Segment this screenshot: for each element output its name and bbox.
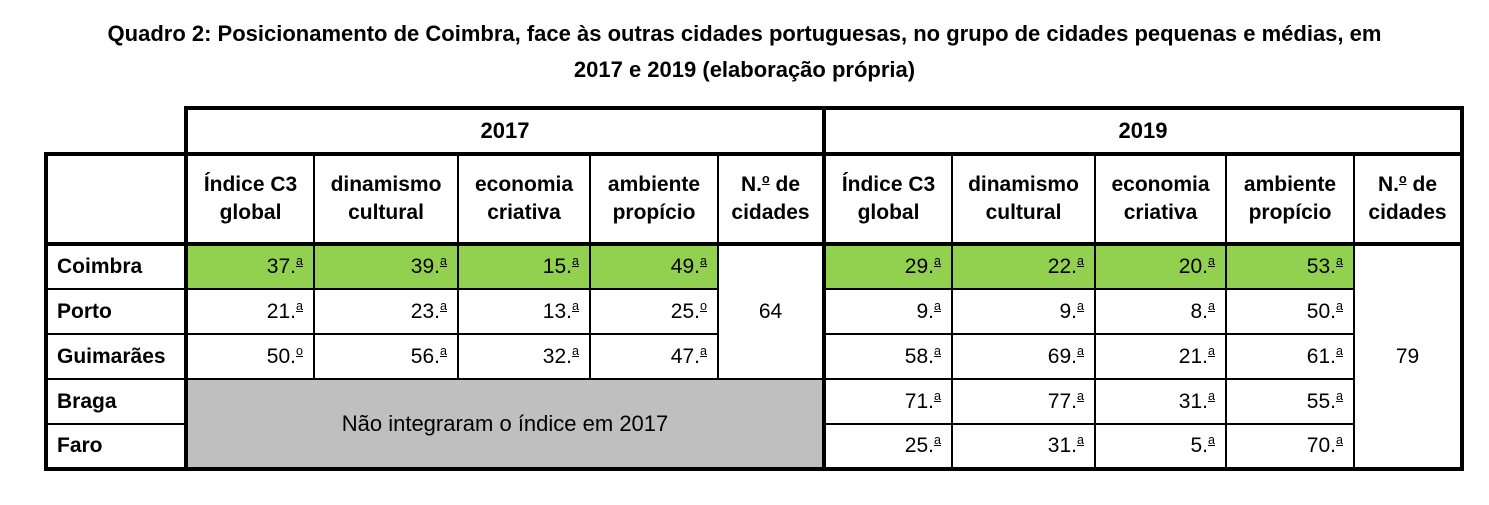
col-header-2019-indice-c3-global: Índice C3 global: [822, 153, 953, 246]
cell-braga-2019-indice-c3-global: 71.a: [822, 378, 953, 425]
table-caption-line-1: Quadro 2: Posicionamento de Coimbra, fac…: [107, 21, 1382, 46]
cell-porto-2017-economia-criativa: 13.a: [457, 288, 591, 335]
row-label-header: [44, 152, 188, 246]
cell-faro-2019-dinamismo-cultural: 31.a: [951, 423, 1096, 471]
col-header-2019-n-de-cidades: N.o de cidades: [1353, 153, 1464, 246]
cell-guimaraes-2017-dinamismo-cultural: 56.a: [313, 333, 459, 380]
table-caption-line-2: 2017 e 2019 (elaboração própria): [573, 57, 916, 82]
corner-blank: [46, 108, 186, 154]
col-header-2017-economia-criativa: economia criativa: [457, 153, 591, 246]
cell-porto-2017-ambiente-propicio: 25.o: [589, 288, 719, 335]
col-header-2019-dinamismo-cultural: dinamismo cultural: [951, 153, 1096, 246]
col-header-2017-indice-c3-global: Índice C3 global: [184, 153, 315, 246]
cell-porto-2017-dinamismo-cultural: 23.a: [313, 288, 459, 335]
cell-guimaraes-2017-indice-c3-global: 50.o: [185, 333, 315, 380]
cell-braga-2019-economia-criativa: 31.a: [1094, 378, 1227, 425]
cell-faro-2019-ambiente-propicio: 70.a: [1225, 423, 1355, 471]
cell-coimbra-2017-indice-c3-global: 37.a: [185, 243, 315, 290]
cell-guimaraes-2019-economia-criativa: 21.a: [1094, 333, 1227, 380]
cell-coimbra-2017-dinamismo-cultural: 39.a: [313, 243, 459, 290]
n-cities-2017-value: 64: [717, 243, 826, 380]
cell-guimaraes-2019-indice-c3-global: 58.a: [822, 333, 953, 380]
cell-porto-2019-dinamismo-cultural: 9.a: [951, 288, 1096, 335]
table-caption: Quadro 2: Posicionamento de Coimbra, fac…: [0, 0, 1489, 88]
row-label-braga: Braga: [44, 378, 188, 425]
row-label-coimbra: Coimbra: [44, 243, 188, 290]
col-header-2017-dinamismo-cultural: dinamismo cultural: [313, 153, 459, 246]
row-label-guimaraes: Guimarães: [44, 333, 188, 380]
cell-coimbra-2017-economia-criativa: 15.a: [457, 243, 591, 290]
cell-guimaraes-2017-ambiente-propicio: 47.a: [589, 333, 719, 380]
row-label-porto: Porto: [44, 288, 188, 335]
col-header-2017-ambiente-propicio: ambiente propício: [589, 153, 719, 246]
rankings-table: 2017 2019 Índice C3 global dinamismo cultur…: [44, 106, 1464, 471]
cell-guimaraes-2019-ambiente-propicio: 61.a: [1225, 333, 1355, 380]
col-header-2017-n-de-cidades: N.o de cidades: [717, 153, 826, 246]
row-label-faro: Faro: [44, 423, 188, 471]
cell-porto-2019-ambiente-propicio: 50.a: [1225, 288, 1355, 335]
cell-coimbra-2019-ambiente-propicio: 53.a: [1225, 243, 1355, 290]
cell-coimbra-2019-dinamismo-cultural: 22.a: [951, 243, 1096, 290]
year-header-2019: 2019: [823, 106, 1464, 156]
missing-note-2017: Não integraram o índice em 2017: [185, 378, 826, 471]
cell-guimaraes-2017-economia-criativa: 32.a: [457, 333, 591, 380]
cell-braga-2019-dinamismo-cultural: 77.a: [951, 378, 1096, 425]
n-cities-2019-value: 79: [1353, 243, 1464, 471]
cell-porto-2017-indice-c3-global: 21.a: [185, 288, 315, 335]
year-header-2017: 2017: [184, 106, 826, 156]
cell-faro-2019-economia-criativa: 5.a: [1094, 423, 1227, 471]
cell-porto-2019-economia-criativa: 8.a: [1094, 288, 1227, 335]
cell-braga-2019-ambiente-propicio: 55.a: [1225, 378, 1355, 425]
cell-coimbra-2019-economia-criativa: 20.a: [1094, 243, 1227, 290]
cell-coimbra-2019-indice-c3-global: 29.a: [822, 243, 953, 290]
cell-coimbra-2017-ambiente-propicio: 49.a: [589, 243, 719, 290]
col-header-2019-ambiente-propicio: ambiente propício: [1225, 153, 1355, 246]
cell-faro-2019-indice-c3-global: 25.a: [822, 423, 953, 471]
cell-porto-2019-indice-c3-global: 9.a: [822, 288, 953, 335]
cell-guimaraes-2019-dinamismo-cultural: 69.a: [951, 333, 1096, 380]
col-header-2019-economia-criativa: economia criativa: [1094, 153, 1227, 246]
